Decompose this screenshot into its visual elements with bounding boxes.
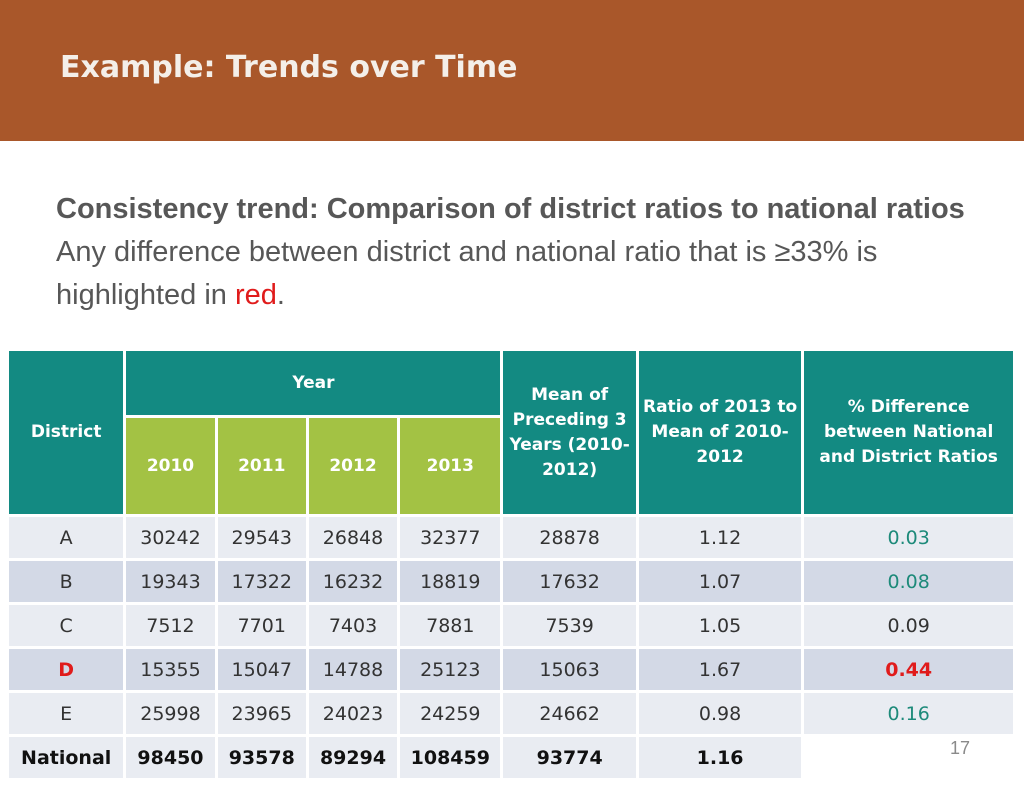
table-row: C 7512 7701 7403 7881 7539 1.05 0.09 [9, 605, 1013, 646]
year-2011-header: 2011 [217, 418, 306, 514]
value-cell-2012: 14788 [308, 649, 398, 690]
value-cell-2012: 26848 [308, 517, 398, 558]
value-cell-2013: 7881 [400, 605, 501, 646]
value-cell-2010: 25998 [126, 693, 215, 734]
pct-diff-cell: 0.09 [804, 605, 1013, 646]
year-2013-header: 2013 [400, 418, 501, 514]
intro-line-2-suffix: . [276, 279, 285, 311]
pct-diff-cell: 0.16 [804, 693, 1013, 734]
intro-line-2-prefix: highlighted in [56, 279, 235, 311]
ratio-cell: 1.67 [638, 649, 802, 690]
mean-cell: 24662 [503, 693, 636, 734]
year-2010-header: 2010 [126, 418, 215, 514]
district-header: District [9, 351, 124, 514]
district-cell: A [9, 517, 124, 558]
district-cell: D [9, 649, 124, 690]
value-cell-2013: 25123 [400, 649, 501, 690]
table-row: E 25998 23965 24023 24259 24662 0.98 0.1… [9, 693, 1013, 734]
mean-header: Mean of Preceding 3 Years (2010-2012) [503, 351, 636, 514]
table-row: D 15355 15047 14788 25123 15063 1.67 0.4… [9, 649, 1013, 690]
value-cell-2010: 19343 [126, 561, 215, 602]
value-cell-2013: 32377 [400, 517, 501, 558]
slide-number: 17 [950, 738, 971, 758]
value-cell-2011: 15047 [217, 649, 306, 690]
intro-heading: Consistency trend: Comparison of distric… [56, 193, 965, 225]
value-cell-2012: 89294 [308, 737, 398, 778]
value-cell-2011: 93578 [217, 737, 306, 778]
value-cell-2010: 98450 [126, 737, 215, 778]
value-cell-2013: 18819 [400, 561, 501, 602]
mean-cell: 93774 [503, 737, 636, 778]
value-cell-2012: 24023 [308, 693, 398, 734]
value-cell-2012: 7403 [308, 605, 398, 646]
mean-cell: 28878 [503, 517, 636, 558]
value-cell-2010: 30242 [126, 517, 215, 558]
value-cell-2012: 16232 [308, 561, 398, 602]
national-row: National 98450 93578 89294 108459 93774 … [9, 737, 1013, 778]
ratio-cell: 0.98 [638, 693, 802, 734]
trend-table: District Year Mean of Preceding 3 Years … [6, 348, 1016, 781]
value-cell-2011: 23965 [217, 693, 306, 734]
pct-diff-cell: 0.03 [804, 517, 1013, 558]
intro-text: Consistency trend: Comparison of distric… [56, 188, 1016, 317]
mean-cell: 7539 [503, 605, 636, 646]
title-bar [0, 0, 1024, 141]
value-cell-2010: 7512 [126, 605, 215, 646]
value-cell-2010: 15355 [126, 649, 215, 690]
intro-line-1: Any difference between district and nati… [56, 236, 878, 268]
mean-cell: 15063 [503, 649, 636, 690]
table-row: B 19343 17322 16232 18819 17632 1.07 0.0… [9, 561, 1013, 602]
pct-diff-header: % Difference between National and Distri… [804, 351, 1013, 514]
value-cell-2011: 7701 [217, 605, 306, 646]
district-cell: E [9, 693, 124, 734]
value-cell-2013: 24259 [400, 693, 501, 734]
district-cell: C [9, 605, 124, 646]
ratio-cell: 1.16 [638, 737, 802, 778]
intro-line-2: highlighted in red. [56, 274, 1016, 317]
pct-diff-cell [804, 737, 1013, 778]
value-cell-2011: 29543 [217, 517, 306, 558]
ratio-cell: 1.05 [638, 605, 802, 646]
table-row: A 30242 29543 26848 32377 28878 1.12 0.0… [9, 517, 1013, 558]
year-header: Year [126, 351, 501, 415]
value-cell-2013: 108459 [400, 737, 501, 778]
ratio-cell: 1.07 [638, 561, 802, 602]
mean-cell: 17632 [503, 561, 636, 602]
district-cell: B [9, 561, 124, 602]
year-2012-header: 2012 [308, 418, 398, 514]
slide-title: Example: Trends over Time [60, 50, 518, 85]
district-cell: National [9, 737, 124, 778]
pct-diff-cell: 0.44 [804, 649, 1013, 690]
value-cell-2011: 17322 [217, 561, 306, 602]
pct-diff-cell: 0.08 [804, 561, 1013, 602]
red-word: red [234, 279, 277, 311]
ratio-header: Ratio of 2013 to Mean of 2010-2012 [638, 351, 802, 514]
ratio-cell: 1.12 [638, 517, 802, 558]
